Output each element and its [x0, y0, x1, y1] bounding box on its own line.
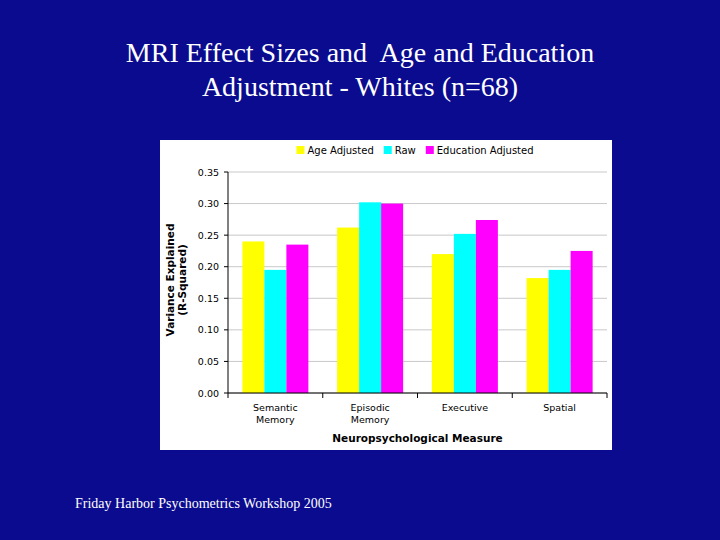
x-tick [512, 393, 513, 398]
x-tick-label-line: Spatial [543, 402, 576, 413]
x-tick [322, 393, 323, 398]
x-tick [228, 393, 229, 398]
title: MRI Effect Sizes and Age and Education A… [60, 36, 660, 104]
x-tick-label: Spatial [543, 402, 576, 413]
x-tick-label: SemanticMemory [253, 402, 298, 425]
y-tick-label: 0.30 [198, 198, 219, 209]
slide: 0.00 0.05 0.10 0.15 0.20 0.25 0.30 0.35 Semantic… [0, 0, 720, 540]
y-tick [224, 203, 228, 204]
footer: Friday Harbor Psychometrics Workshop 200… [75, 496, 332, 512]
x-axis-label: Neuropsychological Measure [332, 432, 502, 444]
legend: Age Adjusted Raw Education Adjusted [296, 145, 533, 156]
x-tick-label-line: Executive [442, 402, 488, 413]
bar [432, 254, 454, 393]
y-tick [224, 361, 228, 362]
legend-label: Education Adjusted [437, 145, 534, 156]
x-tick-label-line: Memory [351, 414, 390, 425]
bar [476, 220, 498, 393]
y-tick [224, 329, 228, 330]
legend-swatch [384, 146, 392, 154]
bar [454, 234, 476, 393]
bars [242, 202, 592, 393]
y-tick-label: 0.35 [198, 167, 219, 178]
y-tick-label: 0.05 [198, 356, 219, 367]
y-tick [224, 298, 228, 299]
x-tick-label: EpisodicMemory [350, 402, 389, 425]
bar [527, 278, 549, 393]
bar [549, 270, 571, 393]
y-tick [224, 266, 228, 267]
y-axis-label-line: Variance Explained [164, 224, 176, 337]
bar [286, 245, 308, 393]
legend-swatch [426, 146, 434, 154]
bar [571, 251, 593, 393]
x-tick-label: Executive [442, 402, 488, 413]
y-axis-label: Variance Explained(R-Squared) [164, 224, 188, 337]
y-tick [224, 172, 228, 173]
grid-line [228, 203, 607, 204]
legend-swatch [296, 146, 304, 154]
y-axis-label-line: (R-Squared) [176, 244, 188, 316]
y-axis [228, 172, 229, 393]
y-tick [224, 393, 228, 394]
y-tick [224, 235, 228, 236]
legend-label: Raw [395, 145, 416, 156]
bar [359, 202, 381, 393]
x-tick-label-line: Episodic [350, 402, 389, 413]
y-tick-label: 0.25 [198, 230, 219, 241]
y-tick-label: 0.15 [198, 293, 219, 304]
grid-line [228, 172, 607, 173]
bar [242, 241, 264, 393]
x-tick [607, 393, 608, 398]
bar [337, 228, 359, 393]
bar [381, 204, 403, 393]
x-tick-label-line: Semantic [253, 402, 298, 413]
grid-line [228, 235, 607, 236]
y-tick-label: 0.20 [198, 261, 219, 272]
grid-line [228, 266, 607, 267]
legend-label: Age Adjusted [307, 145, 373, 156]
y-tick-label: 0.10 [198, 324, 219, 335]
y-tick-label: 0.00 [198, 388, 219, 399]
bar [264, 270, 286, 393]
chart-panel [160, 140, 612, 450]
x-tick [417, 393, 418, 398]
x-tick-label-line: Memory [256, 414, 295, 425]
